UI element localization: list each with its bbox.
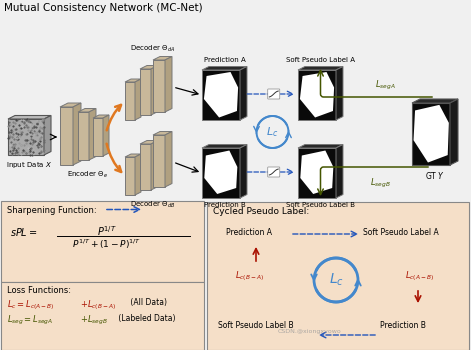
Polygon shape bbox=[93, 115, 109, 118]
Text: $L_c$: $L_c$ bbox=[328, 272, 343, 288]
Text: Encoder $\Theta_e$: Encoder $\Theta_e$ bbox=[67, 170, 109, 180]
Text: Soft Pseudo Label B: Soft Pseudo Label B bbox=[218, 321, 293, 330]
Polygon shape bbox=[412, 103, 450, 165]
Polygon shape bbox=[450, 99, 458, 165]
Polygon shape bbox=[298, 145, 343, 148]
Polygon shape bbox=[153, 135, 165, 187]
Polygon shape bbox=[204, 72, 238, 118]
Polygon shape bbox=[204, 150, 237, 194]
Text: Cycled Pseudo Label:: Cycled Pseudo Label: bbox=[213, 207, 309, 216]
Polygon shape bbox=[336, 145, 343, 198]
Polygon shape bbox=[60, 107, 73, 165]
Polygon shape bbox=[153, 132, 172, 135]
Polygon shape bbox=[151, 65, 158, 115]
Polygon shape bbox=[298, 66, 343, 70]
Polygon shape bbox=[414, 105, 449, 162]
Polygon shape bbox=[135, 79, 141, 120]
Text: $+L_{segB}$: $+L_{segB}$ bbox=[80, 314, 108, 327]
FancyBboxPatch shape bbox=[0, 201, 203, 281]
FancyBboxPatch shape bbox=[0, 281, 203, 350]
Polygon shape bbox=[298, 70, 336, 120]
Polygon shape bbox=[8, 116, 51, 119]
Polygon shape bbox=[125, 154, 141, 157]
Polygon shape bbox=[300, 72, 334, 118]
Polygon shape bbox=[202, 70, 240, 120]
Polygon shape bbox=[240, 145, 247, 198]
Text: GT $Y$: GT $Y$ bbox=[425, 170, 445, 181]
Polygon shape bbox=[336, 66, 343, 120]
Polygon shape bbox=[89, 108, 96, 160]
Text: (Labeled Data): (Labeled Data) bbox=[116, 314, 176, 323]
Text: Input Data $X$: Input Data $X$ bbox=[7, 160, 53, 170]
Text: Soft Pseudo Label A: Soft Pseudo Label A bbox=[363, 228, 439, 237]
Polygon shape bbox=[78, 112, 89, 160]
Text: Mutual Consistency Network (MC-Net): Mutual Consistency Network (MC-Net) bbox=[4, 3, 203, 13]
Text: Decoder $\Theta_{dA}$: Decoder $\Theta_{dA}$ bbox=[130, 44, 176, 54]
Polygon shape bbox=[202, 148, 240, 198]
Text: $sPL=$: $sPL=$ bbox=[10, 226, 37, 238]
Polygon shape bbox=[153, 56, 172, 60]
FancyBboxPatch shape bbox=[206, 202, 469, 350]
Polygon shape bbox=[8, 119, 44, 155]
Text: Soft Pseudo Label B: Soft Pseudo Label B bbox=[286, 202, 355, 208]
Text: Prediction B: Prediction B bbox=[380, 321, 426, 330]
Text: $P^{1/T}+(1-P)^{1/T}$: $P^{1/T}+(1-P)^{1/T}$ bbox=[73, 238, 142, 251]
Polygon shape bbox=[140, 65, 158, 69]
Text: $L_{segA}$: $L_{segA}$ bbox=[375, 79, 396, 92]
FancyBboxPatch shape bbox=[268, 167, 280, 177]
Text: $L_{seg}=L_{segA}$: $L_{seg}=L_{segA}$ bbox=[7, 314, 53, 327]
Text: Prediction A: Prediction A bbox=[203, 57, 245, 63]
Polygon shape bbox=[153, 60, 165, 112]
Text: Soft Pseudo Label A: Soft Pseudo Label A bbox=[286, 57, 355, 63]
Text: $L_{c(B-A)}$: $L_{c(B-A)}$ bbox=[236, 269, 265, 283]
Text: (All Data): (All Data) bbox=[128, 298, 167, 307]
Polygon shape bbox=[93, 118, 103, 156]
Polygon shape bbox=[165, 56, 172, 112]
Polygon shape bbox=[78, 108, 96, 112]
Polygon shape bbox=[140, 140, 158, 144]
Text: Sharpening Function:: Sharpening Function: bbox=[7, 206, 97, 215]
Text: CSDN.@xiongxvowo: CSDN.@xiongxvowo bbox=[278, 329, 342, 335]
FancyBboxPatch shape bbox=[268, 89, 280, 99]
Polygon shape bbox=[135, 154, 141, 195]
Text: $L_c = L_{c(A-B)}$: $L_c = L_{c(A-B)}$ bbox=[7, 298, 55, 312]
Polygon shape bbox=[125, 157, 135, 195]
Polygon shape bbox=[151, 140, 158, 190]
Polygon shape bbox=[103, 115, 109, 156]
Text: $P^{1/T}$: $P^{1/T}$ bbox=[97, 224, 117, 238]
Polygon shape bbox=[298, 148, 336, 198]
Polygon shape bbox=[202, 145, 247, 148]
Polygon shape bbox=[412, 99, 458, 103]
Polygon shape bbox=[300, 150, 333, 194]
Text: $+L_{c(B-A)}$: $+L_{c(B-A)}$ bbox=[80, 298, 116, 312]
Polygon shape bbox=[125, 79, 141, 82]
Polygon shape bbox=[44, 116, 51, 155]
Polygon shape bbox=[140, 69, 151, 115]
Polygon shape bbox=[125, 82, 135, 120]
Text: Prediction B: Prediction B bbox=[203, 202, 245, 208]
Polygon shape bbox=[202, 66, 247, 70]
Text: Decoder $\Theta_{dB}$: Decoder $\Theta_{dB}$ bbox=[130, 200, 176, 210]
Polygon shape bbox=[240, 66, 247, 120]
Polygon shape bbox=[60, 103, 81, 107]
Polygon shape bbox=[165, 132, 172, 187]
Text: $L_{c(A-B)}$: $L_{c(A-B)}$ bbox=[406, 269, 435, 283]
Text: $L_{segB}$: $L_{segB}$ bbox=[370, 177, 391, 190]
Polygon shape bbox=[140, 144, 151, 190]
Text: $L_c$: $L_c$ bbox=[266, 125, 279, 139]
Text: Loss Functions:: Loss Functions: bbox=[7, 286, 71, 295]
Polygon shape bbox=[73, 103, 81, 165]
Text: Prediction A: Prediction A bbox=[226, 228, 272, 237]
